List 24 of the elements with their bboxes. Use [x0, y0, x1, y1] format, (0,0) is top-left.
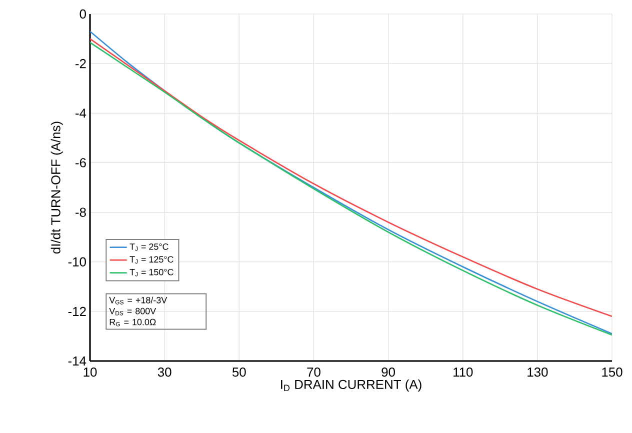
y-tick-label: -14 [68, 356, 86, 366]
annotation: V$_{GS}$ = +18/-3V [109, 296, 168, 304]
y-tick-label: -2 [76, 59, 86, 68]
x-axis-title: I$_{D}$ DRAIN CURRENT (A) [281, 380, 422, 392]
x-tick-label: 90 [382, 368, 395, 377]
y-tick-label: -10 [68, 257, 86, 266]
y-tick-label: -12 [68, 306, 86, 316]
annotation: V$_{DS}$ = 800V [109, 308, 156, 316]
x-tick-label: 130 [528, 368, 548, 377]
legend-label: T$_{J}$ = 150°C [130, 268, 174, 276]
y-tick-label: -4 [76, 108, 86, 118]
legend-label: T$_{J}$ = 25°C [130, 243, 168, 251]
y-tick-label: -6 [76, 158, 86, 168]
x-tick-label: 150 [602, 368, 622, 377]
annotation: R$_{G}$ = 10.0Ω [110, 318, 156, 326]
x-tick-label: 70 [307, 368, 320, 377]
x-tick-label: 10 [84, 368, 97, 377]
y-axis-title: dI/dt TURN-OFF (A/ns) [50, 122, 63, 254]
y-tick-label: -8 [76, 208, 86, 217]
x-tick-label: 110 [454, 368, 473, 377]
x-tick-label: 30 [158, 368, 172, 377]
y-tick-label: 0 [80, 9, 86, 19]
legend-label: T$_{J}$ = 125°C [130, 256, 174, 264]
x-tick-label: 50 [232, 368, 246, 377]
